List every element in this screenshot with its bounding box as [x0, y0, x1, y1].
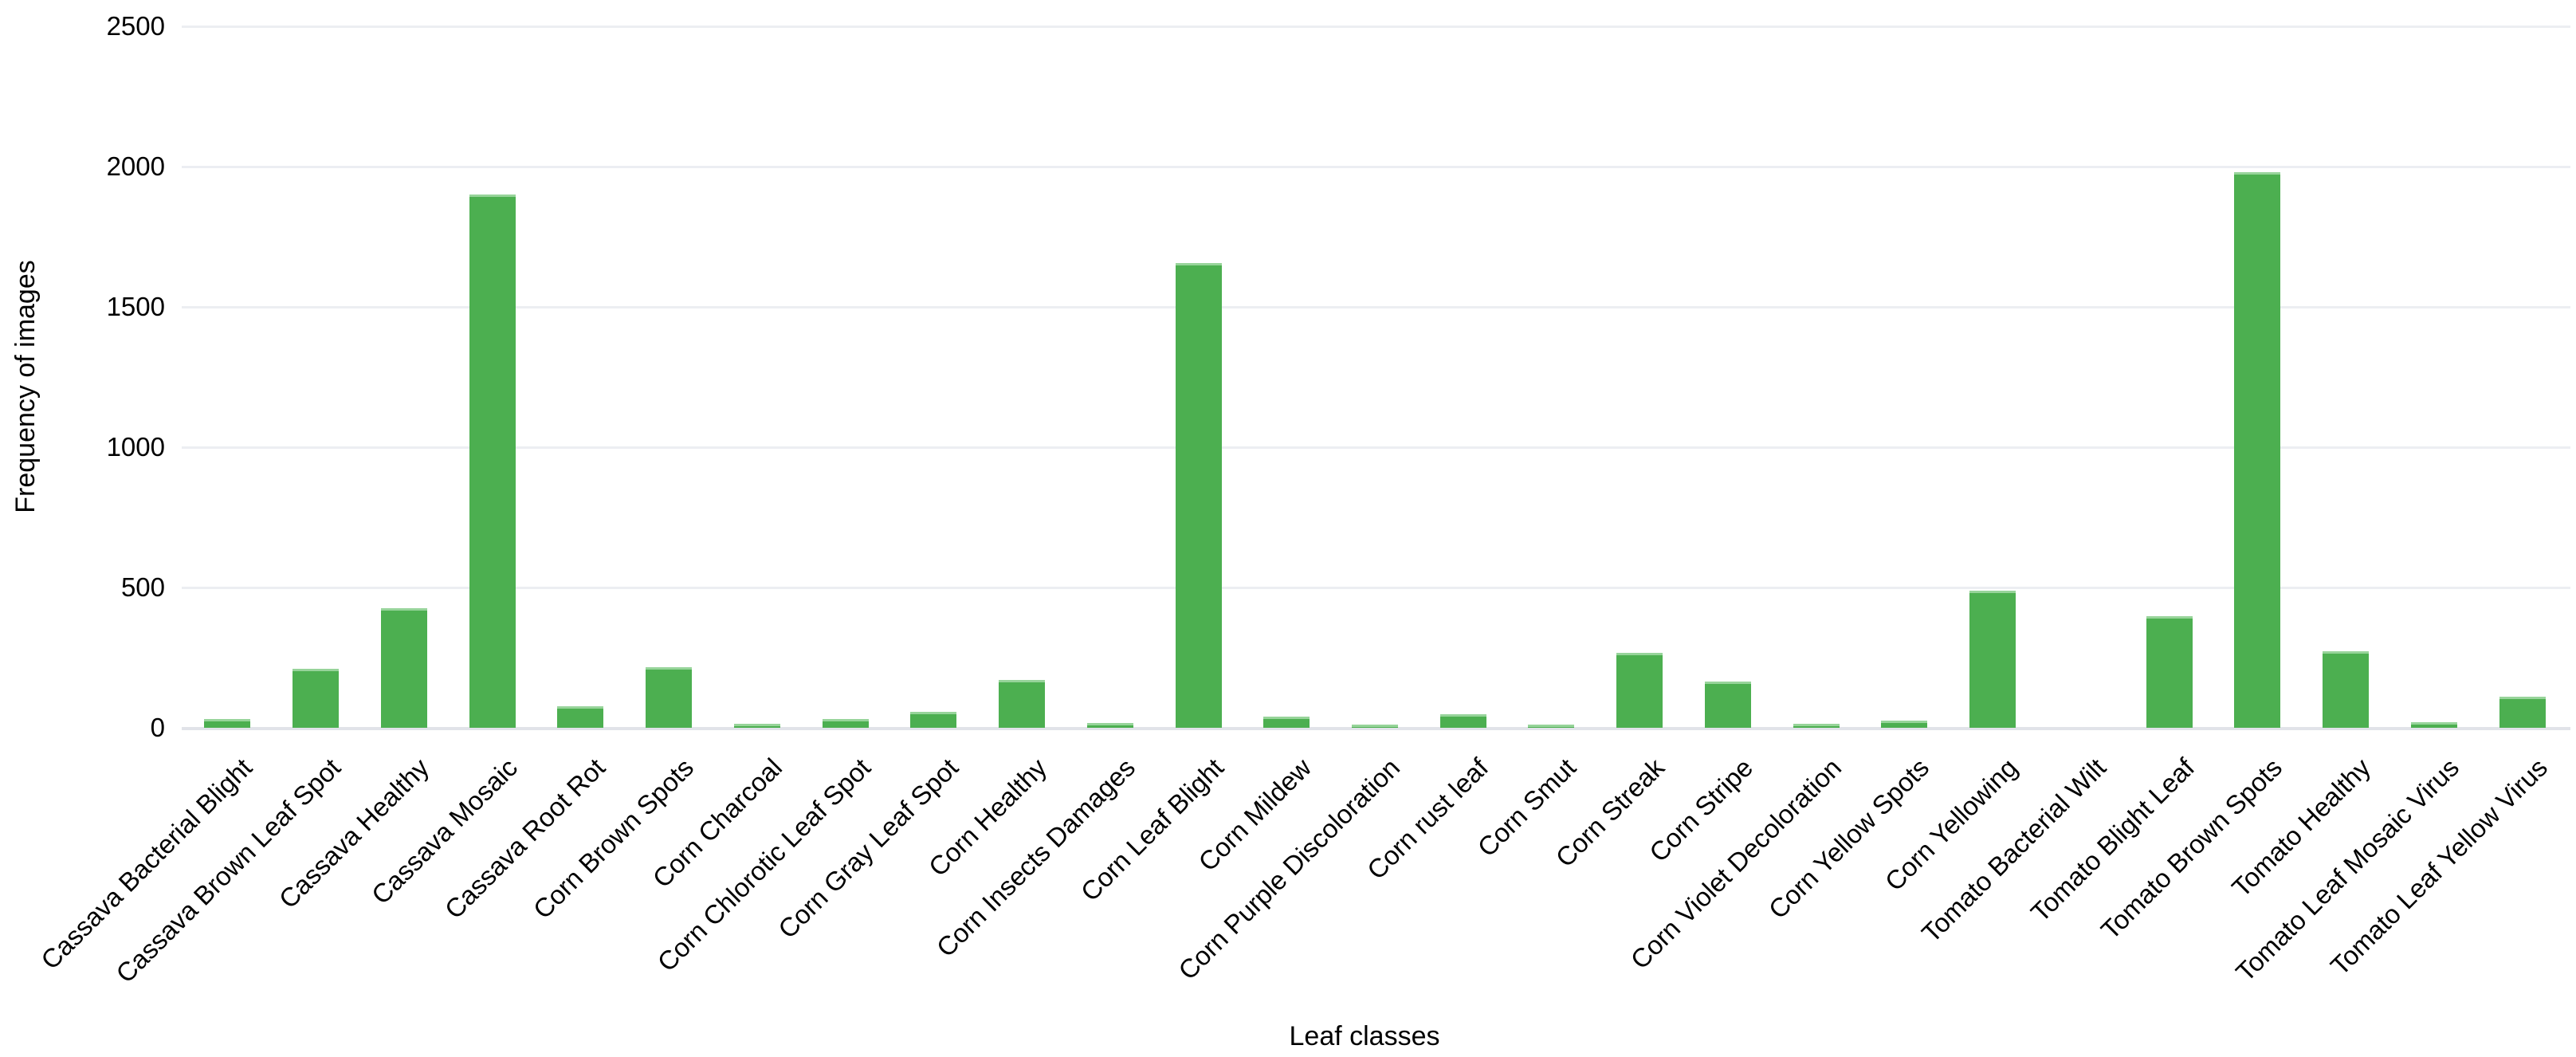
bar-corn-streak [1616, 653, 1663, 728]
y-tick-label-0: 0 [150, 713, 165, 742]
y-tick-label-1000: 1000 [106, 432, 165, 462]
bar-corn-leaf-blight [1176, 263, 1222, 728]
y-tick-label-500: 500 [120, 572, 165, 602]
bar-tomato-leaf-mosaic-virus [2411, 722, 2457, 728]
bar-corn-purple-discoloration [1352, 725, 1398, 728]
bar-corn-smut [1528, 725, 1574, 728]
bar-corn-stripe [1705, 682, 1751, 728]
bar-corn-mildew [1263, 717, 1310, 728]
bar-cassava-brown-leaf-spot [293, 669, 339, 728]
gridline-1000 [182, 446, 2570, 449]
bar-corn-rust-leaf [1440, 714, 1486, 728]
bar-tomato-healthy [2323, 651, 2369, 728]
bar-corn-brown-spots [646, 667, 692, 728]
bar-cassava-bacterial-blight [204, 719, 250, 728]
x-tick-label-cassava-bacterial-blight: Cassava Bacterial Blight [35, 752, 258, 976]
bar-corn-gray-leaf-spot [910, 712, 956, 728]
bar-tomato-blight-leaf [2146, 616, 2193, 728]
bar-corn-charcoal [734, 724, 780, 728]
bar-cassava-mosaic [469, 195, 516, 728]
bar-corn-chlorotic-leaf-spot [823, 719, 869, 728]
y-tick-label-2000: 2000 [106, 151, 165, 181]
bar-corn-yellow-spots [1881, 721, 1927, 728]
bar-corn-insects-damages [1087, 723, 1133, 728]
bar-cassava-healthy [381, 608, 427, 728]
y-tick-label-2500: 2500 [106, 11, 165, 41]
y-tick-label-1500: 1500 [106, 292, 165, 321]
x-axis-title: Leaf classes [1289, 1021, 1440, 1051]
bar-tomato-leaf-yellow-virus [2499, 697, 2546, 728]
gridline-2000 [182, 166, 2570, 168]
bar-cassava-root-rot [557, 706, 603, 728]
bar-corn-yellowing [1969, 591, 2016, 728]
bar-corn-violet-decoloration [1793, 724, 1840, 728]
bar-corn-healthy [999, 680, 1045, 728]
gridline-0 [182, 727, 2570, 730]
gridline-2500 [182, 26, 2570, 28]
bar-tomato-brown-spots [2234, 172, 2280, 728]
gridline-500 [182, 587, 2570, 589]
gridline-1500 [182, 306, 2570, 308]
